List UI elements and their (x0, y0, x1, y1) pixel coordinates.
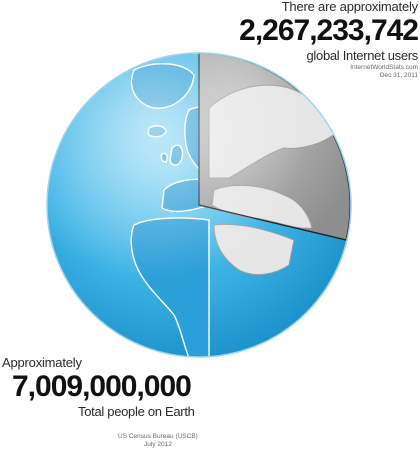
globe-graphic (46, 52, 352, 358)
internet-users-count: 2,267,233,742 (239, 14, 419, 47)
population-intro-text: Approximately (2, 355, 82, 370)
globe-rim (46, 52, 352, 358)
population-count: 7,009,000,000 (12, 370, 192, 403)
internet-users-block: There are approximately 2,267,233,742 gl… (239, 0, 419, 80)
population-block: Approximately 7,009,000,000 Total people… (2, 356, 195, 420)
globe-shine (47, 53, 351, 357)
internet-source-name: InternetWorldStats.com (350, 64, 418, 71)
population-source-block: US Census Bureau (USCB) July 2012 (118, 433, 198, 449)
internet-intro-text: There are approximately (281, 0, 419, 14)
population-label: Total people on Earth (78, 404, 195, 419)
internet-users-label: global Internet users (306, 48, 419, 63)
population-source-name: US Census Bureau (USCB) (118, 433, 198, 440)
population-source-date: July 2012 (144, 441, 172, 448)
internet-source-date: Dec 31, 2011 (379, 72, 418, 79)
